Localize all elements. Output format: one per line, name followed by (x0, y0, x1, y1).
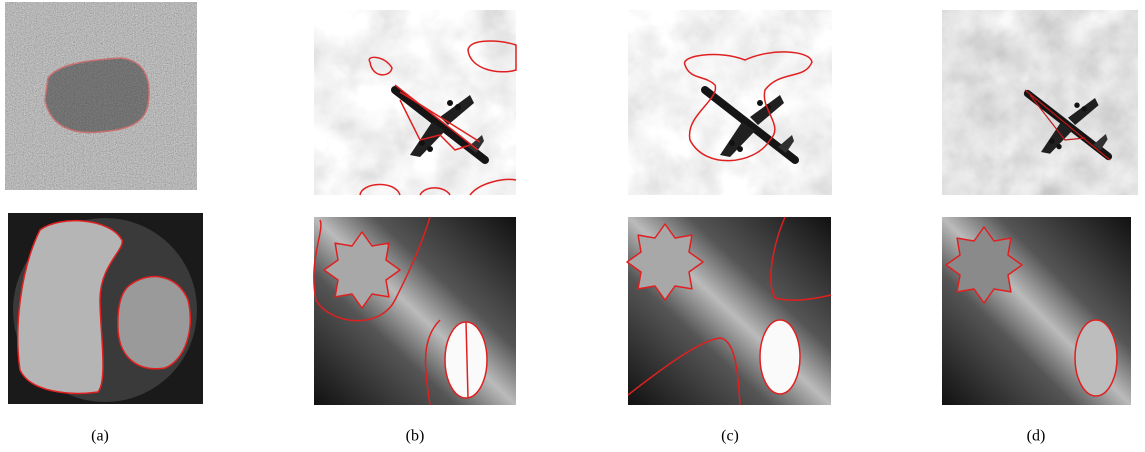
caption: (c) (721, 428, 739, 445)
star (324, 232, 400, 308)
caption: (a) (91, 428, 109, 445)
ellipse (1075, 320, 1117, 396)
contour (45, 58, 149, 133)
contour (118, 277, 190, 369)
caption: (d) (1027, 428, 1046, 445)
star (627, 224, 703, 300)
star (946, 227, 1022, 303)
caption: (b) (406, 428, 425, 445)
figure: (a) (b) (c) (d) (0, 0, 1145, 452)
ellipse (760, 320, 800, 394)
image-c-top (628, 10, 832, 195)
